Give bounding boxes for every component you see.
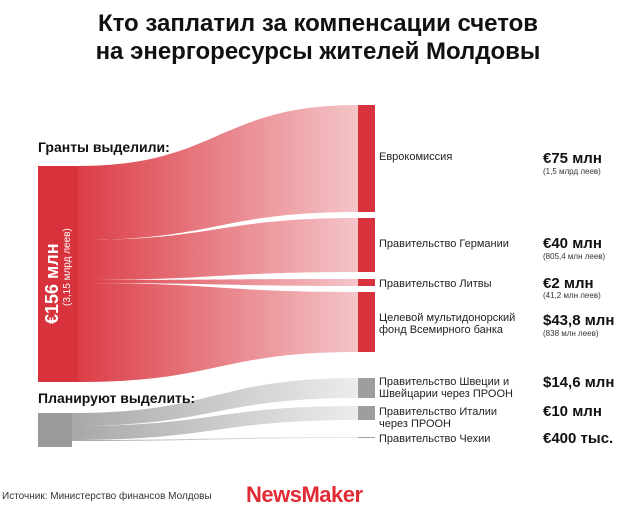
amount-sub-lithuania: (41,2 млн леев) xyxy=(543,291,601,300)
recipient-label-germany: Правительство Германии xyxy=(379,238,509,250)
node-worldbank xyxy=(358,292,375,352)
amount-sweden-switzerland: $14,6 млн xyxy=(543,374,615,391)
planned-label: Планируют выделить: xyxy=(38,390,196,406)
total-node xyxy=(38,166,78,382)
flow-italy xyxy=(72,406,358,440)
source-note: Источник: Министерство финансов Молдовы xyxy=(2,491,212,502)
total-amount-lei: (3,15 млрд леев) xyxy=(62,228,73,306)
amount-czechia: €400 тыс. xyxy=(543,430,614,447)
node-italy xyxy=(358,406,375,420)
node-germany xyxy=(358,218,375,272)
node-ec xyxy=(358,105,375,212)
planned-flows xyxy=(72,378,358,441)
amount-italy: €10 млн xyxy=(543,403,602,420)
page-title: Кто заплатил за компенсации счетов на эн… xyxy=(0,10,636,66)
flow-czechia xyxy=(72,437,358,441)
recipient-label-ec: Еврокомиссия xyxy=(379,151,453,163)
node-lithuania xyxy=(358,279,375,286)
recipient-label-italy: Правительство Италии через ПРООН xyxy=(379,406,498,430)
amount-germany: €40 млн xyxy=(543,235,602,252)
flow-germany xyxy=(78,218,358,280)
amount-sub-germany: (805,4 млн леев) xyxy=(543,252,606,261)
recipient-label-lithuania: Правительство Литвы xyxy=(379,278,492,290)
flow-worldbank xyxy=(78,283,358,382)
recipient-label-worldbank: Целевой мультидонорский фонд Всемирного … xyxy=(379,312,516,336)
flow-ec xyxy=(78,105,358,240)
total-amount: €156 млн xyxy=(42,243,62,324)
amount-sub-ec: (1,5 млрд леев) xyxy=(543,167,601,176)
flow-sweden-switzerland xyxy=(72,378,358,426)
title-line-2: на энергоресурсы жителей Молдовы xyxy=(95,38,541,65)
amount-ec: €75 млн xyxy=(543,150,602,167)
recipient-nodes xyxy=(358,105,375,438)
newsmaker-logo: NewsMaker xyxy=(246,482,363,507)
title-line-1: Кто заплатил за компенсации счетов xyxy=(97,10,539,37)
grant-flows xyxy=(78,105,358,382)
amount-sub-worldbank: (838 млн леев) xyxy=(543,329,599,338)
node-czechia xyxy=(358,437,375,438)
recipient-label-czechia: Правительство Чехии xyxy=(379,433,491,445)
amount-lithuania: €2 млн xyxy=(543,275,594,292)
grants-label: Гранты выделили: xyxy=(38,139,170,155)
recipient-label-sweden-switzerland: Правительство Швеции и Швейцарии через П… xyxy=(379,376,513,400)
node-sweden-switzerland xyxy=(358,378,375,398)
planned-source-node xyxy=(38,413,72,447)
flow-lithuania xyxy=(78,279,358,286)
amount-worldbank: $43,8 млн xyxy=(543,312,615,329)
